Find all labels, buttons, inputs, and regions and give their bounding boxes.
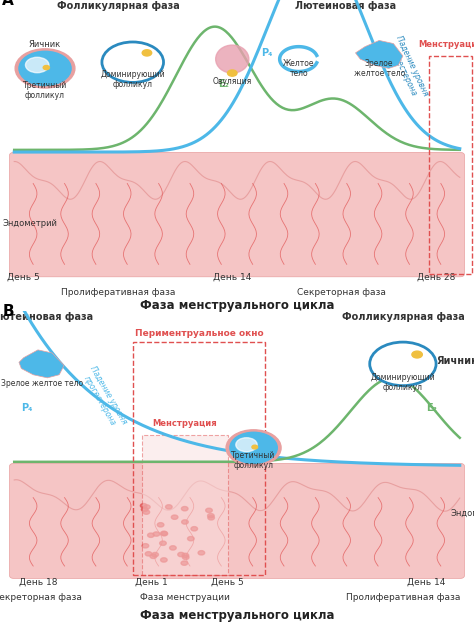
Text: Доминирующий
фолликул: Доминирующий фолликул (371, 373, 435, 392)
Circle shape (160, 541, 166, 545)
FancyBboxPatch shape (9, 152, 465, 277)
Text: День 5: День 5 (7, 273, 40, 282)
Text: Падение уровня
прогестерона: Падение уровня прогестерона (80, 365, 129, 431)
Text: Секреторная фаза: Секреторная фаза (297, 289, 386, 297)
Circle shape (236, 438, 257, 452)
Circle shape (371, 343, 435, 385)
Text: Третичный
фолликул: Третичный фолликул (23, 81, 67, 100)
Text: Фолликулярная фаза: Фолликулярная фаза (57, 1, 180, 11)
Circle shape (226, 430, 281, 466)
Text: Яичник: Яичник (436, 356, 474, 366)
Circle shape (26, 57, 49, 73)
Text: Фолликулярная фаза: Фолликулярная фаза (342, 312, 464, 322)
Circle shape (178, 552, 184, 557)
Circle shape (147, 533, 154, 537)
Text: E₂: E₂ (218, 79, 229, 89)
Circle shape (102, 42, 164, 83)
Circle shape (19, 51, 71, 85)
Circle shape (140, 504, 147, 508)
Circle shape (206, 508, 212, 513)
Circle shape (182, 506, 188, 511)
Circle shape (153, 532, 160, 536)
Text: Эндометрий: Эндометрий (2, 220, 57, 228)
Circle shape (230, 432, 277, 463)
Text: Секреторная фаза: Секреторная фаза (0, 593, 82, 602)
Circle shape (182, 520, 188, 524)
Text: Периментруальное окно: Периментруальное окно (135, 329, 264, 338)
Circle shape (161, 531, 168, 536)
Circle shape (150, 554, 156, 559)
Circle shape (141, 508, 148, 512)
Text: Яичник: Яичник (29, 40, 61, 49)
Circle shape (182, 553, 189, 557)
Circle shape (208, 514, 214, 518)
Text: B: B (2, 304, 14, 318)
Text: День 5: День 5 (211, 578, 244, 587)
Circle shape (170, 545, 176, 550)
Circle shape (144, 505, 150, 509)
Text: Эндометрий: Эндометрий (450, 509, 474, 518)
Circle shape (191, 527, 198, 531)
Circle shape (161, 531, 167, 536)
Circle shape (412, 351, 422, 358)
Text: Менструация: Менструация (418, 40, 474, 49)
Text: Овуляция: Овуляция (213, 77, 252, 86)
Circle shape (208, 516, 214, 520)
Text: Лютеиновая фаза: Лютеиновая фаза (0, 312, 93, 322)
Ellipse shape (216, 45, 249, 73)
Text: Доминирующий
фолликул: Доминирующий фолликул (100, 70, 165, 89)
Text: Желтое
тело: Желтое тело (283, 59, 314, 78)
Text: Пролиферативная фаза: Пролиферативная фаза (61, 289, 176, 297)
Circle shape (181, 561, 188, 565)
Circle shape (165, 504, 172, 509)
Circle shape (43, 65, 49, 70)
Circle shape (171, 515, 178, 519)
Circle shape (188, 536, 194, 541)
Text: Лютеиновая фаза: Лютеиновая фаза (295, 1, 397, 11)
Text: День 14: День 14 (213, 273, 251, 282)
Text: День 14: День 14 (408, 578, 446, 587)
Circle shape (157, 522, 164, 527)
Polygon shape (19, 350, 64, 378)
Circle shape (198, 550, 205, 555)
Text: Пролиферативная фаза: Пролиферативная фаза (346, 593, 460, 602)
Circle shape (228, 70, 237, 77)
Text: P₄: P₄ (261, 48, 272, 58)
Text: День 18: День 18 (18, 578, 57, 587)
Circle shape (145, 552, 152, 556)
Circle shape (252, 445, 258, 449)
FancyBboxPatch shape (9, 463, 465, 578)
Text: P₄: P₄ (21, 402, 33, 412)
Circle shape (143, 510, 150, 514)
Text: Третичный
фолликул: Третичный фолликул (231, 451, 276, 470)
Circle shape (161, 558, 167, 562)
Text: Падение уровня
прогестерона: Падение уровня прогестерона (385, 35, 430, 102)
Text: День 28: День 28 (417, 273, 455, 282)
Circle shape (142, 544, 149, 548)
Text: Фаза менструации: Фаза менструации (140, 593, 230, 602)
FancyBboxPatch shape (142, 435, 228, 575)
Text: Менструация: Менструация (153, 419, 217, 428)
Text: A: A (2, 0, 14, 7)
Text: Зрелое желтое тело: Зрелое желтое тело (0, 379, 83, 388)
Text: Зрелое
желтое тело: Зрелое желтое тело (354, 59, 405, 78)
Circle shape (182, 555, 189, 560)
Text: День 1: День 1 (135, 578, 168, 587)
Polygon shape (356, 40, 403, 68)
Circle shape (15, 49, 75, 88)
Text: Фаза менструального цикла: Фаза менструального цикла (140, 299, 334, 312)
Circle shape (142, 50, 152, 56)
Circle shape (152, 552, 158, 557)
Text: Фаза менструального цикла: Фаза менструального цикла (140, 609, 334, 622)
Text: E₂: E₂ (427, 402, 438, 412)
